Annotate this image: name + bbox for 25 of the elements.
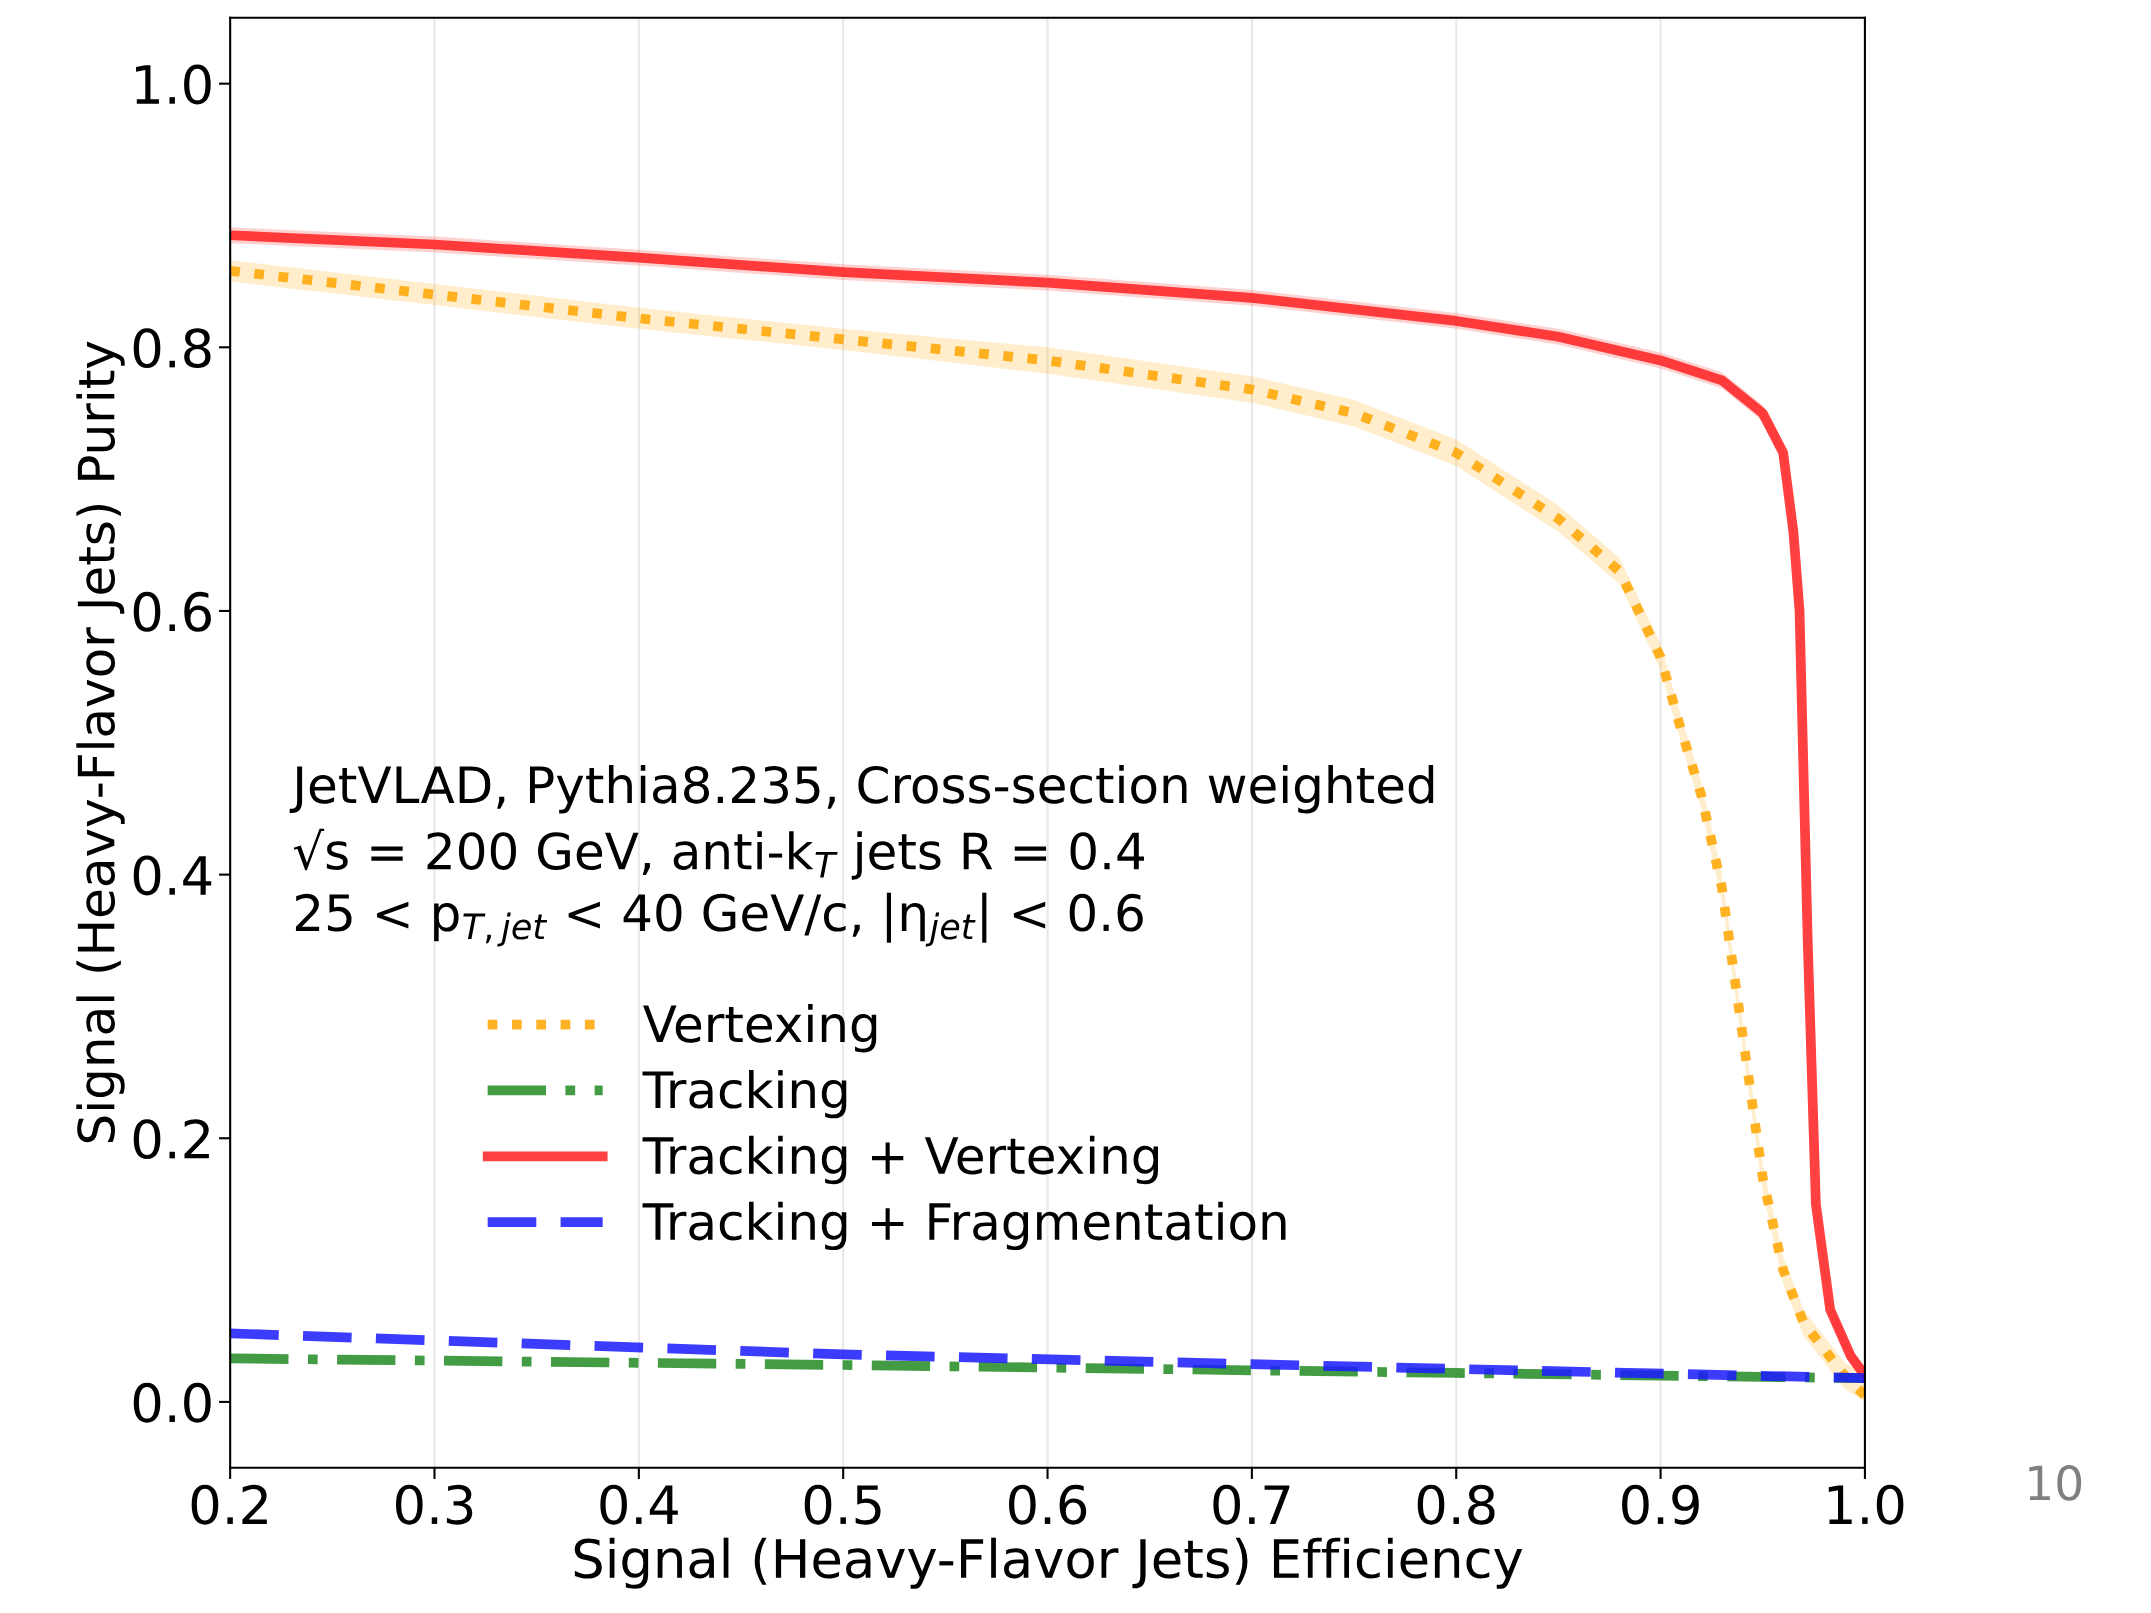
x-tick-label: 0.8 [1417, 1484, 1495, 1525]
x-tick-label: 0.5 [804, 1484, 881, 1525]
x-tick-label: 0.7 [1213, 1484, 1290, 1525]
y-tick-label: 1.0 [136, 64, 211, 105]
x-tick-label: 0.6 [1009, 1484, 1087, 1525]
y-tick-label: 0.4 [133, 855, 212, 896]
x-tick-label: 0.9 [1622, 1484, 1699, 1525]
y-tick-label: 0.2 [133, 1119, 209, 1160]
x-tick-label: 0.2 [191, 1484, 267, 1525]
y-tick-label: 0.6 [133, 591, 211, 632]
x-tick-label: 1.0 [1828, 1484, 1904, 1525]
legend-label: Tracking + Fragmentation [642, 1201, 1286, 1251]
y-axis-title: Signal (Heavy-Flavor Jets) Purity [76, 341, 125, 1143]
legend-label: Tracking [642, 1069, 847, 1119]
annotation: 25 < p$_{T,jet}$ < 40 GeV/c, |η$_{jet}$| < 0.6 [295, 892, 1143, 947]
x-axis-title: Signal (Heavy-Flavor Jets) Efficiency [574, 1537, 1523, 1589]
legend-label: Tracking + Vertexing [642, 1135, 1158, 1185]
legend-label: Vertexing [643, 1004, 877, 1053]
y-tick-label: 0.8 [133, 328, 211, 369]
text: 10 [2029, 1465, 2082, 1501]
y-tick-label: 0.0 [133, 1382, 211, 1423]
x-tick-label: 0.4 [600, 1484, 678, 1525]
annotation: JetVLAD, Pythia8.235, Cross-section weighted [289, 764, 1434, 814]
x-tick-label: 0.3 [396, 1484, 473, 1525]
annotation: √s = 200 GeV, anti-k$_{T}$ jets R = 0.4 [293, 828, 1144, 880]
